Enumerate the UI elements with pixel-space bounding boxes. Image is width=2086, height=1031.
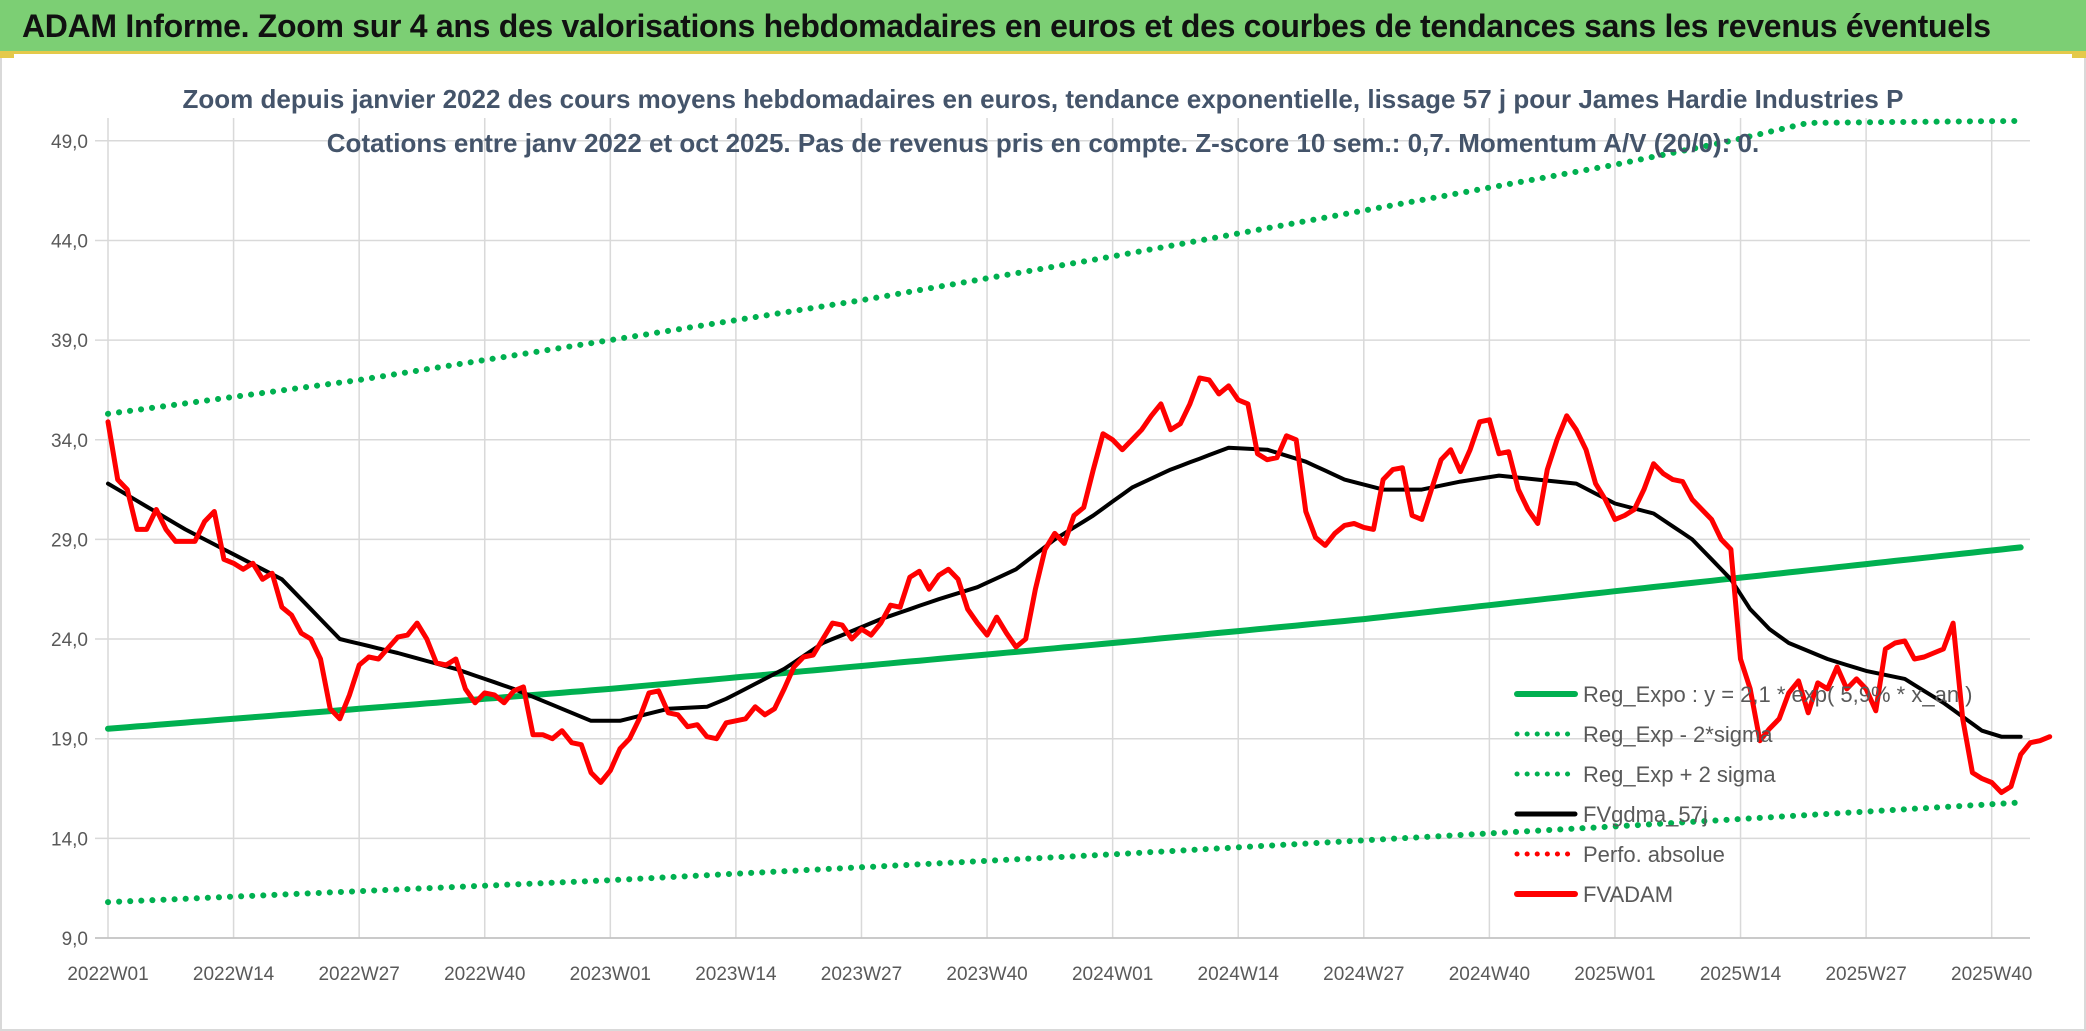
y-tick-label: 14,0 <box>51 829 88 850</box>
x-tick-label: 2024W14 <box>1198 964 1280 985</box>
series-line-reg-expo <box>105 544 2024 732</box>
x-tick-label: 2025W27 <box>1825 964 1906 985</box>
series-line-reg-exp <box>105 799 2024 906</box>
legend-label: Reg_Exp + 2 sigma <box>1583 762 1776 787</box>
y-tick-label: 44,0 <box>51 231 88 252</box>
series-line-fvadam <box>105 375 2053 795</box>
x-tick-label: 2022W14 <box>193 964 275 985</box>
report-banner: ADAM Informe. Zoom sur 4 ans des valoris… <box>0 0 2086 54</box>
x-tick-label: 2024W40 <box>1449 964 1530 985</box>
y-tick-label: 39,0 <box>51 331 88 352</box>
y-tick-label: 34,0 <box>51 431 88 452</box>
banner-title: ADAM Informe. Zoom sur 4 ans des valoris… <box>22 8 1991 44</box>
x-tick-label: 2023W40 <box>946 964 1027 985</box>
legend-label: Reg_Exp - 2*sigma <box>1583 722 1773 747</box>
x-tick-label: 2022W01 <box>67 964 148 985</box>
x-tick-label: 2023W27 <box>821 964 902 985</box>
chart-title: Zoom depuis janvier 2022 des cours moyen… <box>182 84 1904 114</box>
y-tick-label: 19,0 <box>51 730 88 751</box>
y-tick-label: 49,0 <box>51 132 88 153</box>
series-lines <box>105 117 2053 906</box>
series-line-reg-exp <box>105 117 2024 417</box>
x-tick-label: 2022W40 <box>444 964 525 985</box>
legend-label: FVgdma_57j <box>1583 802 1708 827</box>
banner-corner-right <box>2072 52 2086 58</box>
x-tick-label: 2025W01 <box>1574 964 1655 985</box>
y-tick-label: 24,0 <box>51 630 88 651</box>
x-tick-label: 2025W14 <box>1700 964 1782 985</box>
x-tick-label: 2023W01 <box>570 964 651 985</box>
legend-label: Perfo. absolue <box>1583 842 1725 867</box>
x-tick-label: 2024W01 <box>1072 964 1153 985</box>
gridlines <box>95 118 2030 939</box>
y-tick-label: 9,0 <box>62 929 88 950</box>
x-tick-label: 2024W27 <box>1323 964 1404 985</box>
x-tick-label: 2023W14 <box>695 964 777 985</box>
banner-corner-left <box>0 52 14 58</box>
y-axis-tick-labels: 9,0 14,0 19,0 24,0 29,0 34,0 39,0 44,0 49,0 <box>51 132 88 950</box>
legend-label: FVADAM <box>1583 882 1673 907</box>
legend-label: Reg_Expo : y = 2,1 * exp( 5,9% * x_an ) <box>1583 682 1973 707</box>
y-tick-label: 29,0 <box>51 530 88 551</box>
x-tick-label: 2022W27 <box>318 964 399 985</box>
legend: Reg_Expo : y = 2,1 * exp( 5,9% * x_an ) R… <box>1514 682 1973 907</box>
series-line-fvgdma-57j <box>106 445 2023 739</box>
x-axis-tick-labels: 2022W01 2022W14 2022W27 2022W40 2023W01 2023W… <box>67 964 2032 985</box>
chart-subtitle: Cotations entre janv 2022 et oct 2025. P… <box>326 128 1760 158</box>
x-tick-label: 2025W40 <box>1951 964 2032 985</box>
